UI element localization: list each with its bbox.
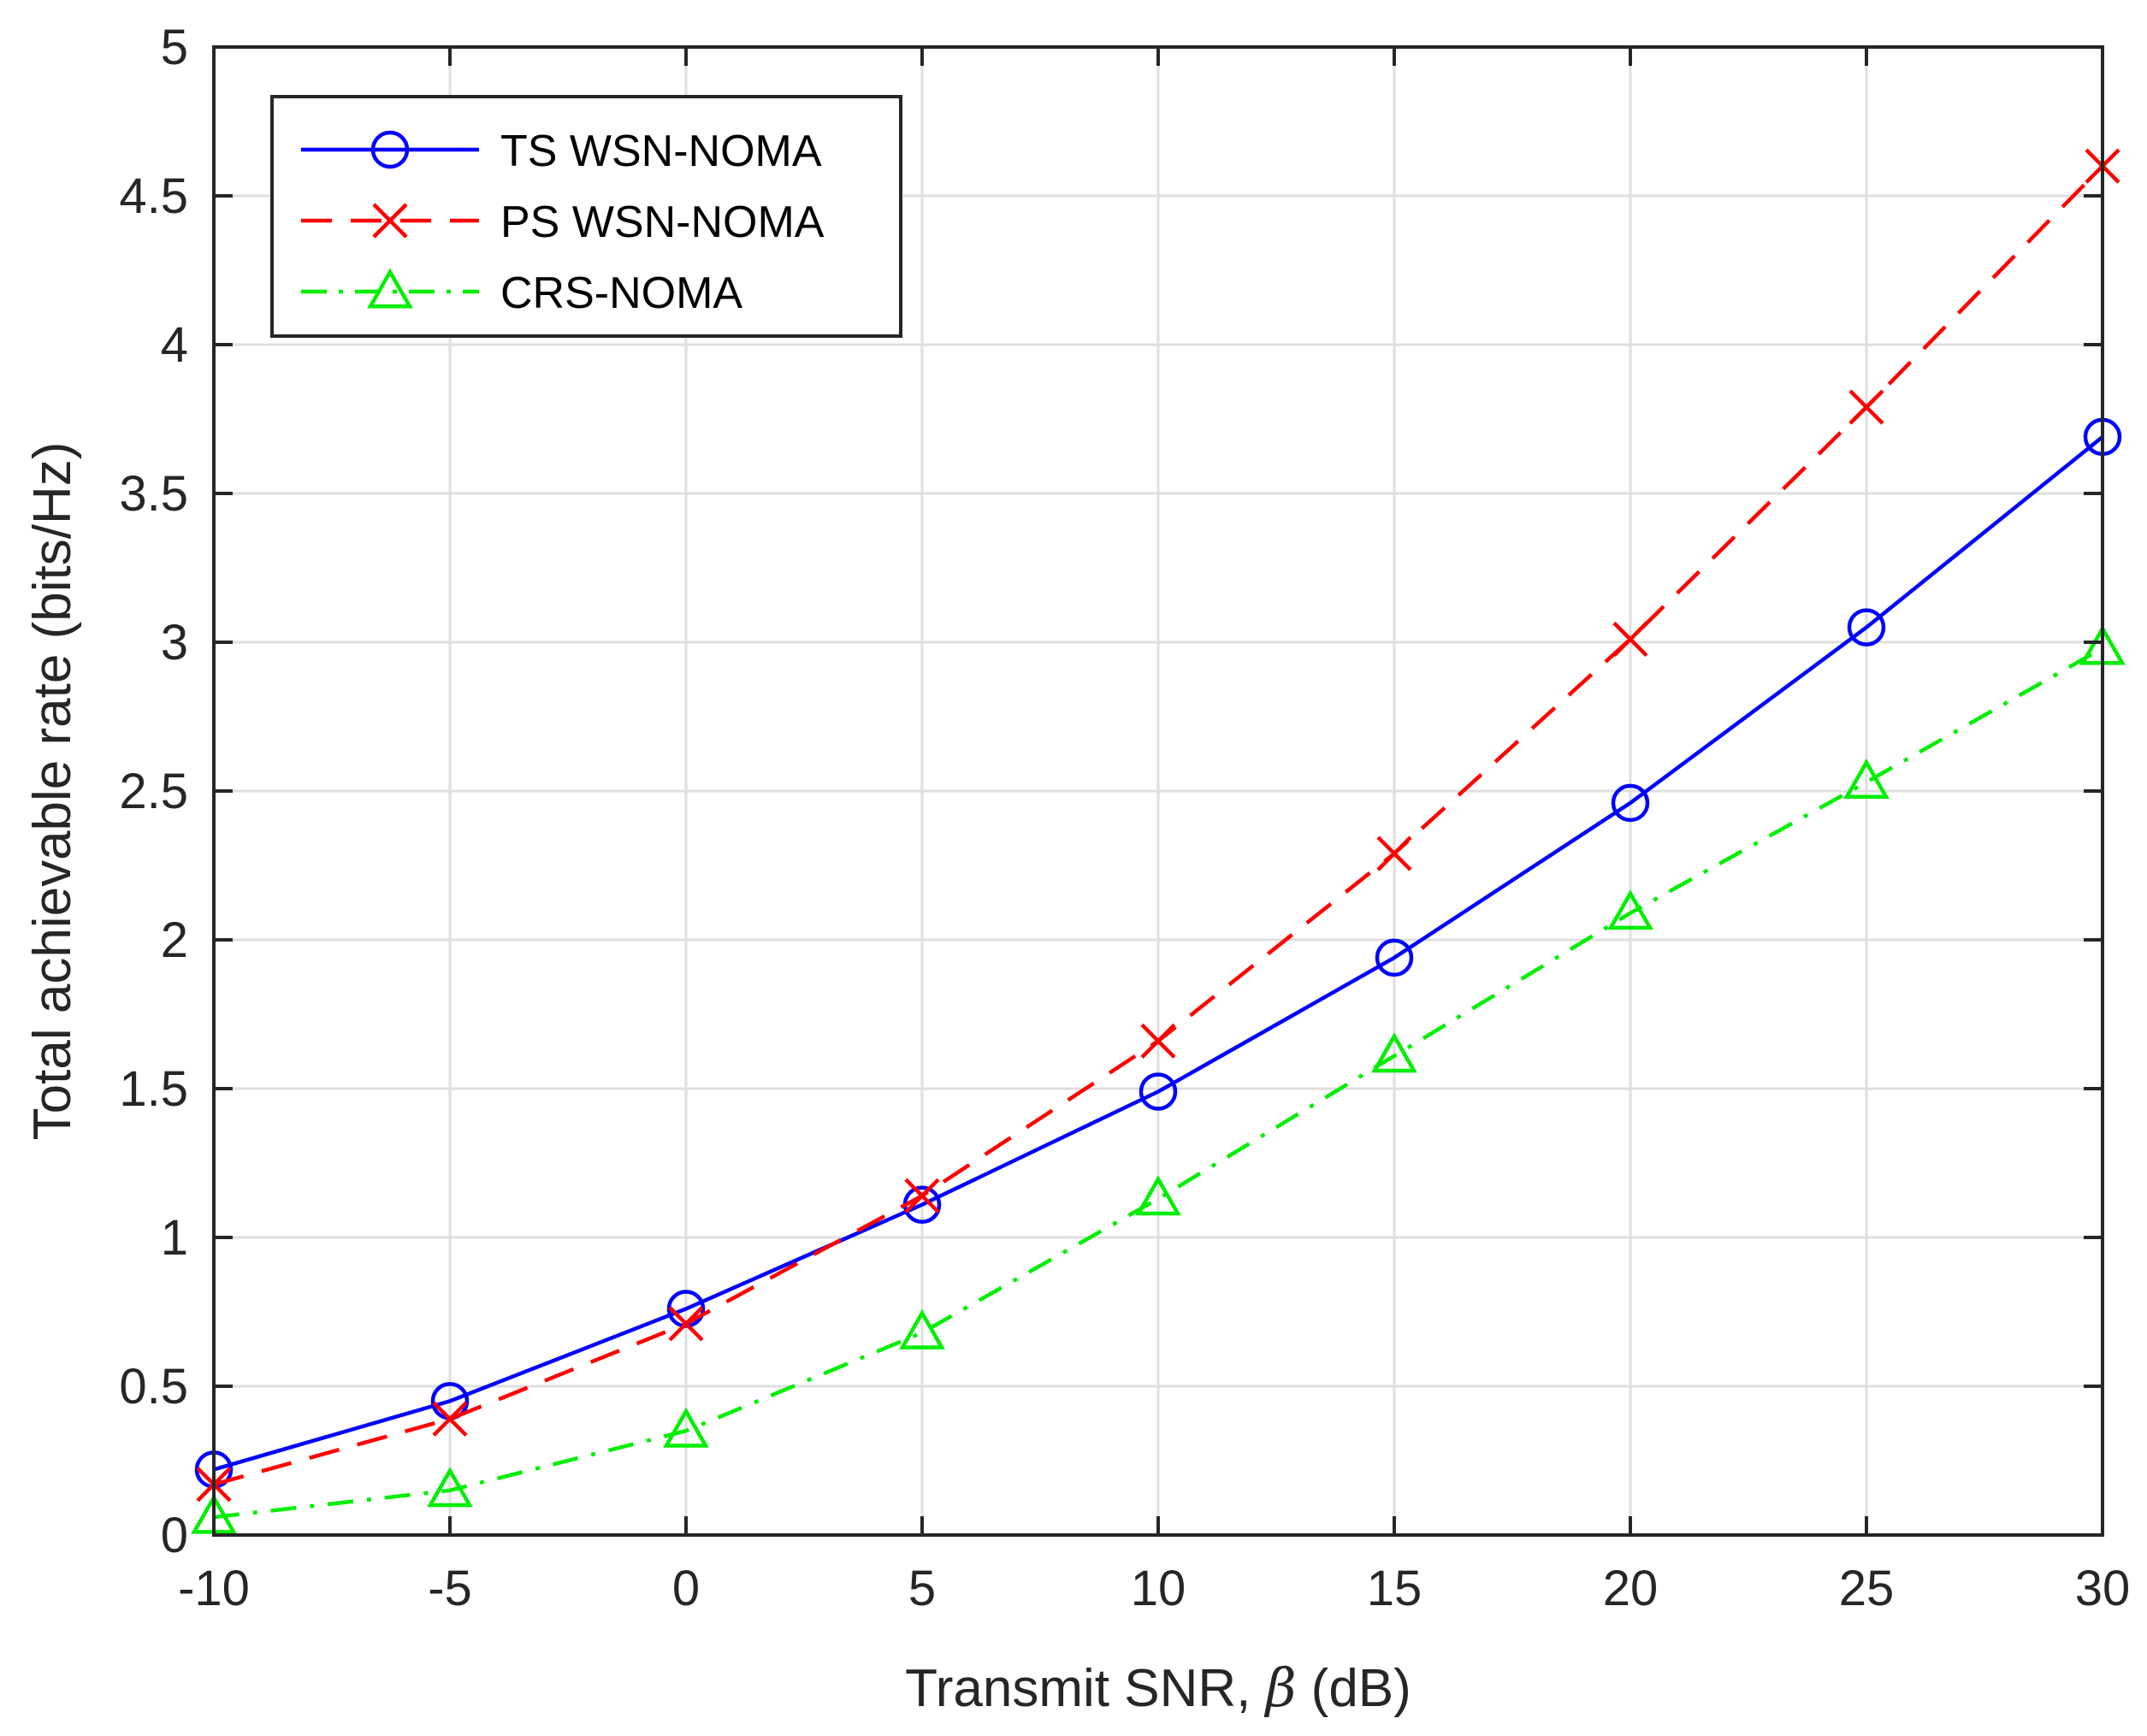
x-tick-label: -10: [178, 1561, 250, 1616]
y-tick-label: 3.5: [119, 466, 188, 522]
legend: TS WSN-NOMA PS WSN-NOMA CRS-NOMA: [270, 95, 902, 338]
data-point-circle: [1847, 608, 1886, 647]
y-tick-label: 4: [161, 317, 188, 373]
data-point-circle: [1375, 938, 1414, 977]
data-point-circle: [370, 130, 410, 169]
data-point-triangle: [367, 268, 413, 309]
data-point-triangle: [663, 1407, 709, 1448]
data-point-cross: [372, 203, 408, 239]
x-tick-label: 10: [1131, 1561, 1186, 1616]
legend-label: TS WSN-NOMA: [500, 127, 822, 176]
data-point-triangle: [1607, 889, 1653, 930]
y-tick-label: 5: [161, 20, 188, 75]
data-point-triangle: [1135, 1175, 1181, 1216]
x-axis-label: Transmit SNR, β (dB): [905, 1656, 1411, 1719]
y-tick-label: 2: [161, 912, 188, 968]
legend-label: PS WSN-NOMA: [500, 198, 825, 247]
data-point-circle: [1139, 1072, 1178, 1111]
y-tick-label: 4.5: [119, 168, 188, 224]
series-crs-noma: [191, 624, 2126, 1534]
data-point-triangle: [1843, 759, 1890, 800]
legend-entry: CRS-NOMA: [301, 268, 742, 318]
legend-entry: TS WSN-NOMA: [301, 127, 822, 176]
x-tick-label: 15: [1367, 1561, 1422, 1616]
x-tick-label: 20: [1603, 1561, 1659, 1616]
data-point-cross: [1140, 1023, 1176, 1059]
x-tick-label: -5: [428, 1561, 472, 1616]
data-point-cross: [904, 1178, 940, 1213]
y-axis-label: Total achievable rate (bits/Hz): [23, 442, 82, 1141]
x-tick-label: 5: [908, 1561, 936, 1616]
x-tick-label: 25: [1839, 1561, 1895, 1616]
x-tick-label: 30: [2075, 1561, 2131, 1616]
data-point-cross: [1848, 389, 1884, 425]
data-point-triangle: [1371, 1032, 1417, 1073]
data-point-cross: [668, 1306, 704, 1342]
legend-entry: PS WSN-NOMA: [301, 198, 825, 247]
series-line: [213, 435, 2104, 1472]
data-point-cross: [1376, 836, 1412, 871]
y-tick-label: 2.5: [119, 764, 188, 819]
grid: [214, 47, 2103, 1535]
series-line: [213, 647, 2104, 1520]
y-tick-label: 1: [161, 1210, 188, 1266]
data-point-cross: [432, 1401, 468, 1437]
series-ps-wsn-noma: [196, 148, 2120, 1503]
y-tick-label: 3: [161, 615, 188, 670]
data-point-triangle: [427, 1467, 473, 1508]
y-tick-label: 0: [161, 1508, 188, 1563]
data-point-cross: [1612, 621, 1648, 658]
y-tick-label: 0.5: [119, 1359, 188, 1414]
legend-label: CRS-NOMA: [500, 269, 742, 318]
data-point-circle: [1611, 783, 1650, 823]
y-tick-label: 1.5: [119, 1061, 188, 1117]
data-series: [191, 148, 2126, 1534]
data-point-triangle: [899, 1308, 945, 1349]
ticks: -10 -5 0 5 10 15 20 25 30 0 0.5 1 1.5 2 2.5 3 3.5 4 4.5 5: [119, 20, 2130, 1616]
x-tick-label: 0: [672, 1561, 700, 1616]
